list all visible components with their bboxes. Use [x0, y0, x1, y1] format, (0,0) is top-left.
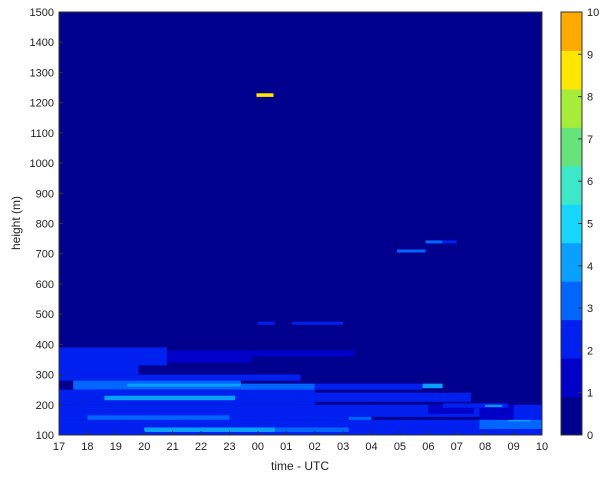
heatmap-cell — [314, 383, 423, 390]
heatmap-cell — [428, 404, 474, 414]
y-tick-label: 1500 — [30, 7, 54, 19]
heatmap-cell — [442, 403, 508, 408]
x-tick-label: 08 — [479, 441, 491, 453]
y-tick-label: 800 — [36, 219, 54, 231]
y-tick-label: 600 — [36, 279, 54, 291]
x-tick-label: 09 — [507, 441, 519, 453]
y-tick-label: 900 — [36, 188, 54, 200]
colorbar-segment — [561, 281, 582, 321]
heatmap-cell — [59, 374, 301, 381]
y-tick-label: 1100 — [30, 128, 54, 140]
heatmap-cell — [256, 93, 274, 97]
colorbar-segment — [561, 12, 582, 51]
y-tick-label: 400 — [36, 339, 54, 351]
colorbar-tick-label: 5 — [587, 219, 593, 231]
x-tick-label: 06 — [422, 441, 434, 453]
colorbar-segment — [561, 358, 582, 398]
y-tick-label: 1000 — [30, 158, 54, 170]
heatmap-cell — [252, 350, 355, 357]
colorbar-segment — [561, 127, 582, 167]
x-tick-label: 05 — [394, 441, 406, 453]
y-tick-label: 100 — [36, 430, 54, 442]
y-tick-label: 1300 — [30, 67, 54, 79]
y-axis-ticks: 100 200 300 400 500 600 700 800 900 1000 1100 1200 1… — [30, 7, 63, 442]
y-tick-label: 300 — [36, 370, 54, 382]
x-tick-label: 03 — [337, 441, 349, 453]
colorbar-segment — [561, 396, 582, 436]
colorbar-tick-label: 3 — [587, 303, 593, 315]
y-tick-label: 1400 — [30, 37, 54, 49]
colorbar — [560, 11, 583, 436]
y-tick-label: 500 — [36, 309, 54, 321]
x-tick-label: 10 — [536, 441, 548, 453]
colorbar-tick-label: 0 — [587, 430, 593, 442]
x-tick-label: 00 — [252, 441, 264, 453]
x-axis-ticks: 17 18 19 20 21 22 23 00 01 02 03 04 05 06 07 08 09 10 — [53, 431, 548, 453]
heatmap-cell — [240, 383, 315, 393]
x-tick-label: 02 — [309, 441, 321, 453]
colorbar-tick-label: 6 — [587, 176, 593, 188]
heatmap-cell — [274, 427, 349, 432]
y-tick-label: 1200 — [30, 98, 54, 110]
y-tick-label: 200 — [36, 400, 54, 412]
x-axis-label: time - UTC — [271, 459, 329, 473]
heatmap-cell — [425, 240, 443, 244]
colorbar-tick-label: 10 — [587, 7, 599, 19]
colorbar-tick-label: 1 — [587, 388, 593, 400]
colorbar-segment — [561, 50, 582, 90]
colorbar-tick-label: 2 — [587, 345, 593, 357]
colorbar-ticks: 0 1 2 3 4 5 6 7 8 9 10 — [578, 7, 599, 442]
heatmap-cell — [257, 321, 275, 325]
x-tick-label: 23 — [223, 441, 235, 453]
colorbar-segment — [561, 165, 582, 205]
colorbar-tick-label: 8 — [587, 92, 593, 104]
x-tick-label: 21 — [167, 441, 179, 453]
colorbar-tick-label: 7 — [587, 134, 593, 146]
heatmap-cell — [166, 350, 253, 363]
colorbar-segment — [561, 204, 582, 244]
heatmap-cell — [485, 404, 503, 407]
heatmap-cell — [479, 419, 542, 429]
heatmap-cell — [291, 321, 344, 325]
x-tick-label: 01 — [280, 441, 292, 453]
y-tick-label: 700 — [36, 249, 54, 261]
heatmap-cell — [127, 383, 241, 387]
x-tick-label: 07 — [451, 441, 463, 453]
x-tick-label: 19 — [110, 441, 122, 453]
heatmap-cell — [144, 427, 275, 432]
heatmap-cell — [397, 249, 426, 253]
colorbar-tick-label: 9 — [587, 49, 593, 61]
heatmap-cell — [422, 383, 443, 389]
x-tick-label: 20 — [138, 441, 150, 453]
x-tick-label: 17 — [53, 441, 65, 453]
heatmap-cell — [507, 419, 531, 422]
heatmap-cells — [59, 12, 542, 435]
y-axis-label: height (m) — [9, 196, 23, 250]
colorbar-segment — [561, 88, 582, 128]
heatmap-cell — [87, 415, 230, 420]
x-tick-label: 04 — [365, 441, 377, 453]
heatmap-cell — [59, 347, 167, 366]
colorbar-tick-label: 4 — [587, 261, 593, 273]
heatmap-cell — [104, 395, 236, 401]
x-tick-label: 22 — [195, 441, 207, 453]
colorbar-segment — [561, 242, 582, 282]
colorbar-segment — [561, 319, 582, 359]
heatmap-cell — [314, 392, 471, 402]
heatmap-cell — [59, 365, 139, 375]
heatmap-cell — [442, 240, 457, 244]
x-tick-label: 18 — [81, 441, 93, 453]
